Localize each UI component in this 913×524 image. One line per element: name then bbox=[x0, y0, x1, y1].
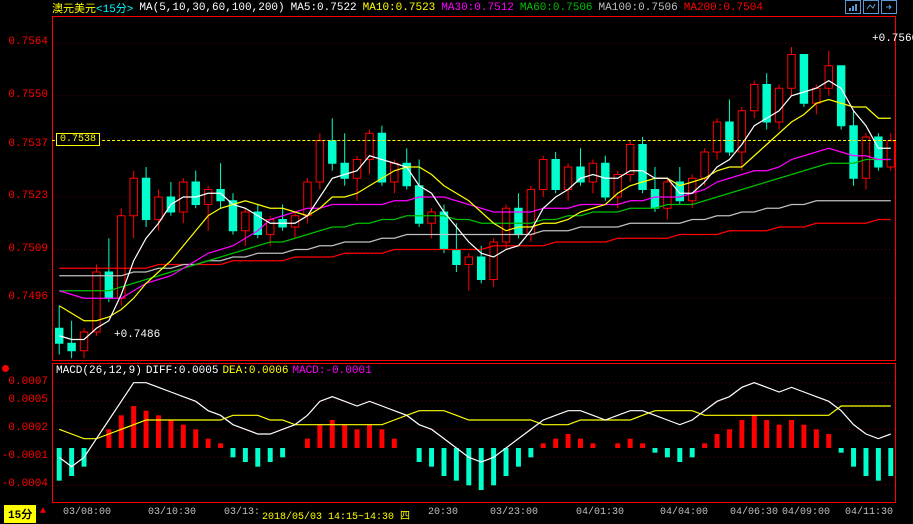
price-y-tick: 0.7496 bbox=[8, 291, 48, 303]
symbol-name: 澳元美元 bbox=[52, 0, 96, 16]
time-x-tick: 03/08:00 bbox=[63, 507, 111, 518]
macd-dea-label: DEA:0.0006 bbox=[222, 365, 288, 377]
ma10-label: MA10:0.7523 bbox=[363, 2, 436, 14]
macd-title: MACD(26,12,9) bbox=[56, 365, 142, 377]
time-x-tick: 20:30 bbox=[428, 507, 458, 518]
price-y-tick: 0.7509 bbox=[8, 243, 48, 255]
timeframe-label: <15分> bbox=[96, 0, 133, 16]
macd-y-tick: 0.0007 bbox=[8, 376, 48, 388]
macd-y-tick: 0.0005 bbox=[8, 394, 48, 406]
macd-header: MACD(26,12,9) DIFF:0.0005 DEA:0.0006 MAC… bbox=[56, 365, 372, 377]
last-price-marker: 0.7538 bbox=[56, 133, 100, 146]
price-y-tick: 0.7550 bbox=[8, 89, 48, 101]
ma100-label: MA100:0.7506 bbox=[599, 2, 678, 14]
time-x-tick: 04/01:30 bbox=[576, 507, 624, 518]
price-y-tick: 0.7523 bbox=[8, 190, 48, 202]
last-price-line bbox=[52, 140, 896, 141]
macd-diff-label: DIFF:0.0005 bbox=[146, 365, 219, 377]
chart-tool-icon-1[interactable] bbox=[845, 0, 861, 14]
price-y-axis: 0.7564 0.7550 0.7537 0.7523 0.7509 0.7496 bbox=[0, 16, 52, 361]
macd-y-axis: 0.0007 0.0005 0.0002 -0.0001 -0.0004 bbox=[0, 363, 52, 503]
time-x-tick: 04/11:30 bbox=[845, 507, 893, 518]
time-x-tick: 04/04:00 bbox=[660, 507, 708, 518]
ma200-label: MA200:0.7504 bbox=[684, 2, 763, 14]
time-x-tick: 03/23:00 bbox=[490, 507, 538, 518]
macd-y-tick: -0.0001 bbox=[2, 450, 48, 462]
time-x-tick: 03/13: bbox=[224, 507, 260, 518]
macd-val-label: MACD:-0.0001 bbox=[292, 365, 371, 377]
macd-indicator-dot bbox=[2, 365, 9, 372]
ma-params-label: MA(5,10,30,60,100,200) bbox=[139, 2, 284, 14]
ma5-label: MA5:0.7522 bbox=[291, 2, 357, 14]
price-y-tick: 0.7537 bbox=[8, 138, 48, 150]
price-annotation: +0.7486 bbox=[114, 329, 160, 341]
ma30-label: MA30:0.7512 bbox=[441, 2, 514, 14]
chart-tool-icon-3[interactable] bbox=[881, 0, 897, 14]
macd-y-tick: -0.0004 bbox=[2, 478, 48, 490]
chart-header: 澳元美元 <15分> MA(5,10,30,60,100,200) MA5:0.… bbox=[0, 0, 913, 16]
chart-tool-icon-2[interactable] bbox=[863, 0, 879, 14]
ma60-label: MA60:0.7506 bbox=[520, 2, 593, 14]
time-x-tick: 04/06:30 bbox=[730, 507, 778, 518]
price-annotation: +0.7560 bbox=[872, 33, 913, 45]
time-x-axis: 03/08:00 03/10:30 03/13:2018/05/03 14:15~1… bbox=[0, 505, 913, 524]
time-x-tick: 2018/05/03 14:15~14:30 四 bbox=[262, 507, 410, 523]
time-x-tick: 04/09:00 bbox=[782, 507, 830, 518]
macd-y-tick: 0.0002 bbox=[8, 422, 48, 434]
timeframe-badge[interactable]: 15分 bbox=[4, 505, 36, 523]
price-chart[interactable] bbox=[52, 16, 896, 361]
macd-chart[interactable] bbox=[52, 363, 896, 503]
price-y-tick: 0.7564 bbox=[8, 36, 48, 48]
time-x-tick: 03/10:30 bbox=[148, 507, 196, 518]
